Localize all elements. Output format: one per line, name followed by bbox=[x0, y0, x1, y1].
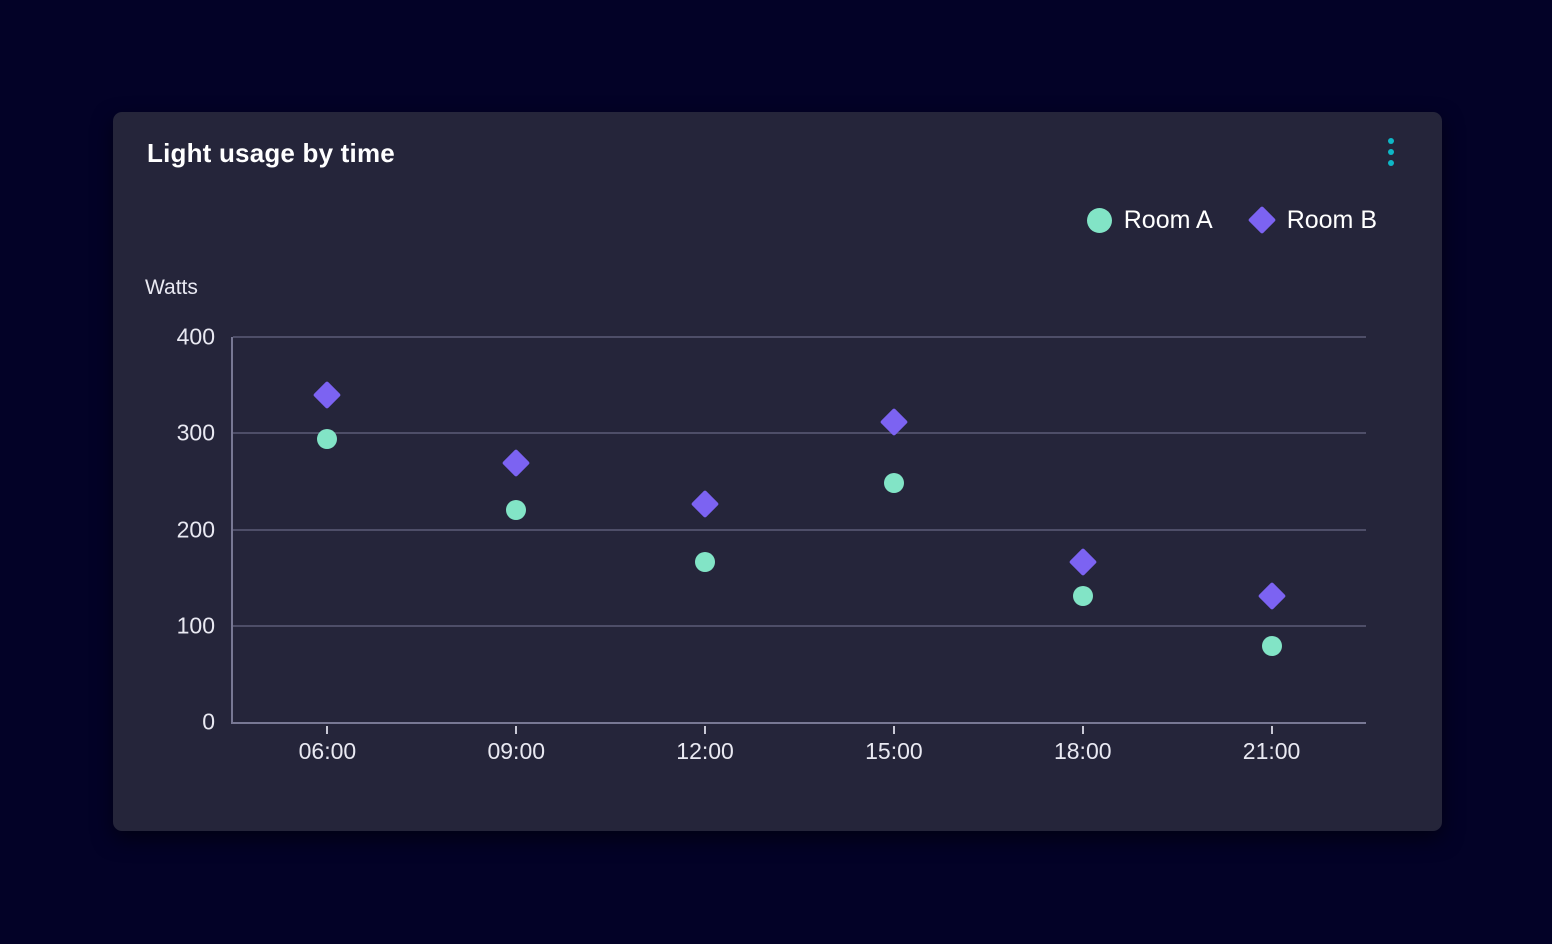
data-point-room-b bbox=[313, 380, 342, 409]
legend: Room A Room B bbox=[1086, 205, 1377, 235]
gridline bbox=[233, 624, 1366, 627]
x-tick-mark bbox=[1081, 726, 1084, 734]
legend-item-room-a[interactable]: Room A bbox=[1086, 205, 1213, 235]
data-point-room-b bbox=[502, 448, 531, 478]
data-point-room-a bbox=[695, 552, 716, 573]
x-tick-mark bbox=[326, 726, 329, 734]
data-point-room-b bbox=[1257, 581, 1286, 611]
y-axis-title: Watts bbox=[145, 276, 198, 299]
data-point-room-a bbox=[1072, 585, 1093, 606]
gridline bbox=[233, 528, 1366, 531]
kebab-menu-icon bbox=[1388, 138, 1394, 144]
diamond-marker-icon bbox=[1247, 205, 1276, 235]
gridline bbox=[233, 432, 1366, 435]
plot-area bbox=[231, 336, 1366, 734]
data-point-room-b bbox=[1068, 548, 1097, 577]
data-point-room-a bbox=[317, 429, 338, 450]
card-title: Light usage by time bbox=[147, 138, 395, 168]
y-tick-label: 0 bbox=[202, 708, 215, 735]
data-point-room-a bbox=[1261, 635, 1282, 656]
x-tick-mark bbox=[892, 726, 895, 734]
x-tick-mark bbox=[515, 726, 518, 734]
chart-card: Light usage by time Room A Room B Watts 0… bbox=[113, 112, 1442, 831]
kebab-menu-icon bbox=[1388, 160, 1394, 166]
data-point-room-a bbox=[506, 500, 527, 521]
legend-item-room-b[interactable]: Room B bbox=[1247, 205, 1377, 235]
x-tick-label: 09:00 bbox=[487, 738, 546, 764]
circle-marker-icon bbox=[1086, 207, 1112, 233]
y-tick-label: 400 bbox=[176, 323, 215, 350]
legend-label: Room B bbox=[1286, 205, 1377, 234]
data-point-room-a bbox=[883, 473, 904, 494]
y-tick-label: 200 bbox=[176, 516, 215, 542]
legend-label: Room A bbox=[1123, 205, 1213, 234]
kebab-menu-icon bbox=[1388, 149, 1394, 155]
x-tick-label: 18:00 bbox=[1053, 738, 1112, 764]
data-point-room-b bbox=[690, 489, 720, 518]
gridline bbox=[233, 336, 1366, 338]
x-axis-labels: 06:00 09:00 12:00 15:00 18:00 21:00 bbox=[233, 738, 1366, 768]
x-tick-mark bbox=[704, 726, 707, 734]
x-tick-label: 21:00 bbox=[1242, 738, 1301, 764]
x-tick-label: 15:00 bbox=[865, 738, 923, 764]
y-tick-label: 300 bbox=[176, 419, 215, 446]
y-axis-labels: 0 100 200 300 400 bbox=[113, 324, 215, 735]
x-tick-label: 06:00 bbox=[298, 738, 357, 764]
x-tick-mark bbox=[1270, 726, 1273, 734]
x-tick-label: 12:00 bbox=[676, 738, 734, 764]
kebab-menu-button[interactable] bbox=[1380, 134, 1402, 170]
y-tick-label: 100 bbox=[176, 612, 215, 639]
